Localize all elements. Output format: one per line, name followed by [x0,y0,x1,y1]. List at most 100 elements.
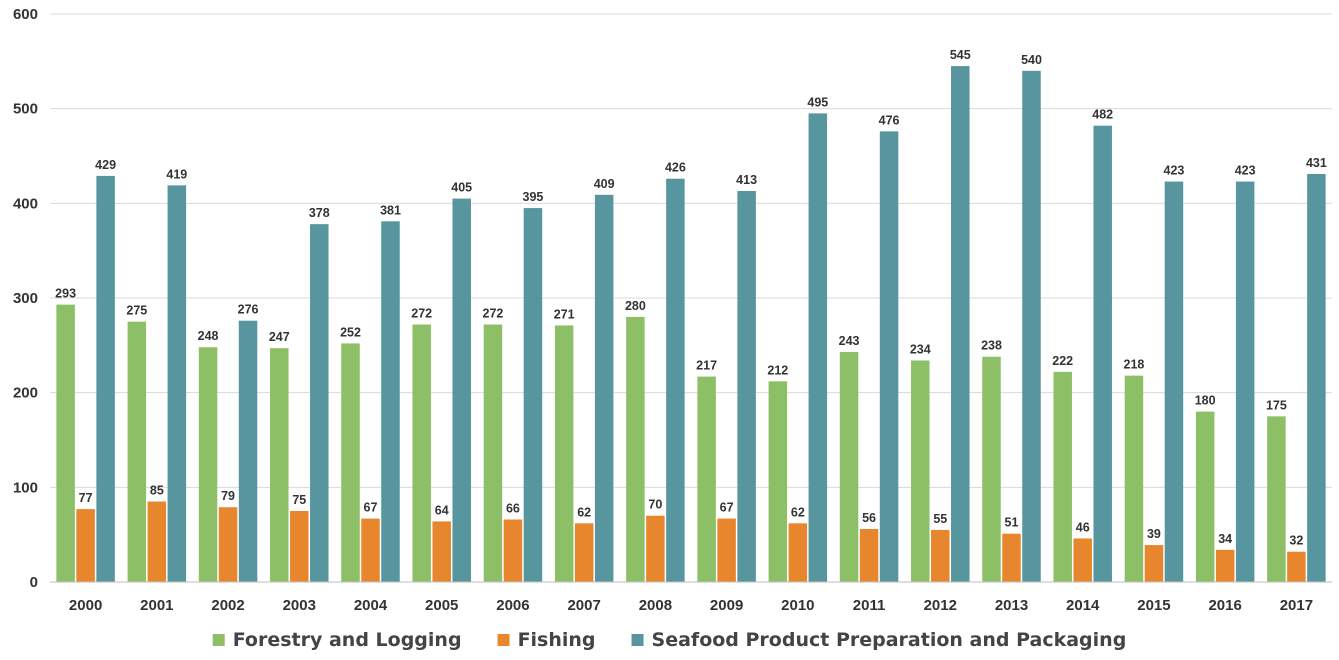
bar [503,519,523,582]
bar [1195,411,1215,582]
bar [341,343,360,582]
legend-swatch [631,634,644,646]
bar [1144,545,1164,582]
bar [270,348,289,582]
bars [56,66,1326,583]
data-label: 540 [1021,53,1042,67]
data-label: 275 [126,304,147,318]
x-tick-label: 2010 [781,597,814,614]
data-label: 39 [1147,527,1161,541]
legend-label: Forestry and Logging [233,629,462,651]
x-tick-label: 2013 [995,597,1028,614]
data-label: 405 [451,181,472,195]
bar [1164,181,1184,582]
bar [198,347,218,582]
data-label: 426 [665,161,686,175]
x-tick-label: 2000 [69,597,102,614]
data-label: 243 [839,334,860,348]
bar [483,324,503,582]
legend: Forestry and Logging Fishing Seafood Produ… [212,629,1127,651]
x-tick-label: 2015 [1137,597,1170,614]
legend-swatch [497,634,510,646]
y-tick-label: 0 [30,574,38,591]
bar [1307,173,1326,582]
x-tick-label: 2001 [140,597,173,614]
bar [96,175,115,582]
data-label: 234 [910,342,931,356]
legend-swatch [212,634,225,646]
x-tick-label: 2012 [924,597,957,614]
bar [167,185,187,582]
data-label: 212 [767,363,788,377]
data-label: 175 [1266,398,1287,412]
data-label: 271 [554,307,575,321]
data-label: 423 [1235,164,1256,178]
x-tick-label: 2002 [211,597,244,614]
y-tick-label: 500 [13,101,38,118]
bar [76,509,95,582]
data-label: 51 [1005,516,1019,530]
x-tick-label: 2008 [639,597,672,614]
x-tick-label: 2006 [496,597,529,614]
data-label: 85 [150,484,164,498]
data-label: 429 [95,158,116,172]
data-label: 409 [594,177,615,191]
data-label: 293 [55,287,76,301]
data-label: 67 [364,501,378,515]
x-tick-label: 2011 [853,597,886,614]
data-label: 423 [1164,164,1185,178]
bar [290,511,309,582]
data-label: 70 [648,498,662,512]
bar [808,113,828,583]
bar [1287,551,1306,582]
data-label: 217 [696,359,717,373]
data-label: 247 [269,330,290,344]
bar [452,198,471,582]
data-label: 545 [950,48,971,62]
bar [1002,533,1021,582]
y-tick-label: 100 [13,479,38,496]
bar [432,521,451,582]
bar [218,507,238,582]
data-label: 495 [807,95,828,109]
data-label: 272 [411,307,432,321]
bar [523,208,543,583]
data-label: 419 [166,167,187,181]
bar [697,376,716,582]
bar [646,515,665,582]
data-label: 56 [862,511,876,525]
bar [574,523,594,582]
data-label: 66 [506,502,520,516]
data-label: 378 [309,206,330,220]
data-label: 381 [380,203,401,217]
x-tick-label: 2017 [1280,597,1313,614]
bar [911,360,930,582]
data-label: 248 [198,329,219,343]
bar [666,178,685,582]
axes: 0 100 200 300 400 500 600 2000 2001 2002 2003 2004 2… [13,6,1332,614]
x-tick-label: 2003 [283,597,316,614]
bar [1235,181,1255,582]
data-label: 64 [435,503,449,517]
data-label: 62 [577,505,591,519]
bar [381,221,400,582]
data-label: 276 [238,303,259,317]
bar [554,325,574,582]
data-label: 482 [1092,108,1113,122]
legend-item: Seafood Product Preparation and Packagin… [631,629,1127,651]
bar [1215,549,1235,582]
x-tick-label: 2004 [354,597,388,614]
bar [768,381,788,582]
data-labels: 293 77 429 275 85 419 248 79 276 247 75 378 252 67 381… [55,48,1327,548]
legend-label: Seafood Product Preparation and Packagin… [652,629,1127,651]
bar [879,131,899,583]
data-label: 67 [720,501,734,515]
y-tick-label: 400 [13,195,38,212]
data-label: 222 [1052,354,1073,368]
x-tick-label: 2014 [1066,597,1100,614]
bar [310,224,329,582]
data-label: 238 [981,339,1002,353]
bar [1267,416,1286,582]
data-label: 272 [483,307,504,321]
